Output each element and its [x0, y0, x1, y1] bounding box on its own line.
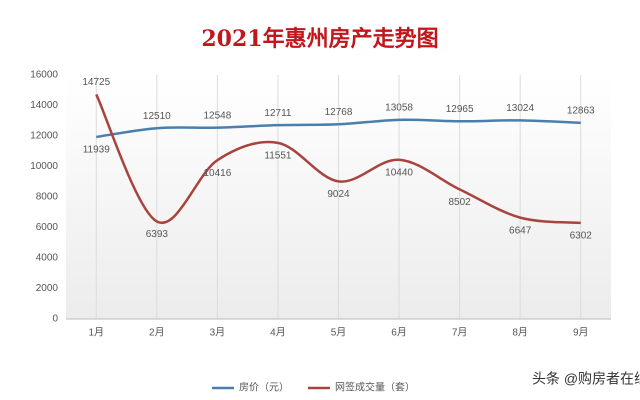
- data-label: 11551: [264, 150, 292, 161]
- x-tick-label: 3月: [210, 327, 226, 339]
- series-line: [95, 93, 581, 225]
- data-label: 13058: [385, 103, 413, 114]
- y-tick-label: 10000: [30, 161, 58, 172]
- data-label: 12863: [567, 105, 595, 116]
- data-label: 8502: [448, 197, 471, 208]
- x-tick-label: 9月: [573, 327, 589, 339]
- y-tick-label: 2000: [36, 283, 59, 294]
- data-label: 10440: [385, 167, 413, 178]
- x-tick-label: 7月: [452, 327, 468, 339]
- x-tick-label: 2月: [149, 327, 165, 339]
- data-label: 12548: [203, 110, 231, 121]
- y-tick-label: 12000: [30, 131, 58, 142]
- data-label: 11939: [83, 145, 111, 156]
- legend-label: 房价（元）: [239, 381, 289, 394]
- data-label: 6302: [570, 231, 593, 242]
- data-label: 6393: [146, 229, 169, 240]
- watermark: 头条 @购房者在线: [532, 371, 640, 387]
- y-tick-label: 6000: [36, 222, 59, 233]
- x-tick-label: 4月: [270, 327, 286, 339]
- x-tick-label: 8月: [512, 327, 528, 339]
- x-tick-label: 5月: [331, 327, 347, 339]
- data-label: 9024: [327, 189, 350, 200]
- y-tick-label: 14000: [30, 100, 58, 111]
- data-label: 10416: [203, 168, 231, 179]
- x-tick-label: 1月: [88, 327, 104, 339]
- chart-title: 2021年惠州房产走势图: [201, 26, 438, 52]
- series-line: [96, 118, 581, 139]
- y-tick-label: 8000: [36, 192, 59, 203]
- y-tick-label: 0: [52, 314, 58, 325]
- legend-label: 网签成交量（套）: [335, 381, 415, 394]
- x-tick-label: 6月: [391, 327, 407, 339]
- data-label: 13024: [506, 103, 534, 114]
- data-label: 14725: [82, 77, 110, 88]
- data-label: 6647: [509, 225, 532, 236]
- data-label: 12510: [143, 111, 171, 122]
- y-tick-label: 16000: [30, 70, 58, 81]
- data-label: 12768: [325, 107, 353, 118]
- data-label: 12711: [264, 108, 292, 119]
- y-tick-label: 4000: [36, 253, 59, 264]
- data-label: 12965: [446, 104, 474, 115]
